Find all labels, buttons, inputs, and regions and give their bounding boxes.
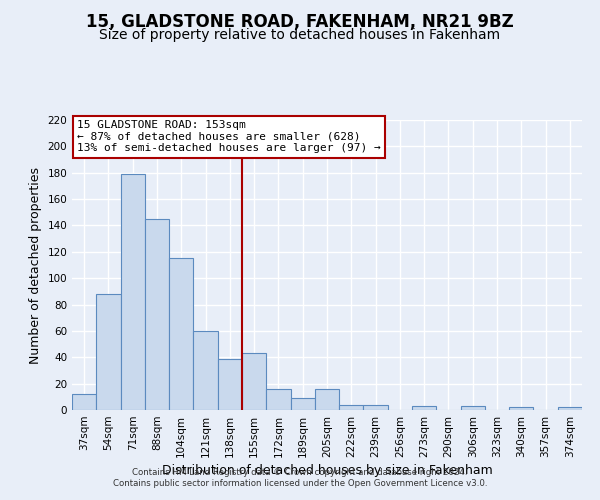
Text: 15 GLADSTONE ROAD: 153sqm
← 87% of detached houses are smaller (628)
13% of semi: 15 GLADSTONE ROAD: 153sqm ← 87% of detac… xyxy=(77,120,381,153)
Bar xyxy=(315,389,339,410)
Bar xyxy=(509,408,533,410)
Bar xyxy=(218,358,242,410)
Text: Size of property relative to detached houses in Fakenham: Size of property relative to detached ho… xyxy=(100,28,500,42)
Bar xyxy=(558,408,582,410)
Bar xyxy=(266,389,290,410)
Bar xyxy=(96,294,121,410)
Y-axis label: Number of detached properties: Number of detached properties xyxy=(29,166,42,364)
Bar xyxy=(461,406,485,410)
Bar xyxy=(193,331,218,410)
Bar xyxy=(242,354,266,410)
Bar xyxy=(72,394,96,410)
Bar xyxy=(290,398,315,410)
Text: 15, GLADSTONE ROAD, FAKENHAM, NR21 9BZ: 15, GLADSTONE ROAD, FAKENHAM, NR21 9BZ xyxy=(86,12,514,30)
Bar xyxy=(121,174,145,410)
Bar xyxy=(169,258,193,410)
X-axis label: Distribution of detached houses by size in Fakenham: Distribution of detached houses by size … xyxy=(161,464,493,477)
Bar xyxy=(145,219,169,410)
Bar xyxy=(364,404,388,410)
Bar xyxy=(339,404,364,410)
Bar xyxy=(412,406,436,410)
Text: Contains HM Land Registry data © Crown copyright and database right 2024.
Contai: Contains HM Land Registry data © Crown c… xyxy=(113,468,487,487)
